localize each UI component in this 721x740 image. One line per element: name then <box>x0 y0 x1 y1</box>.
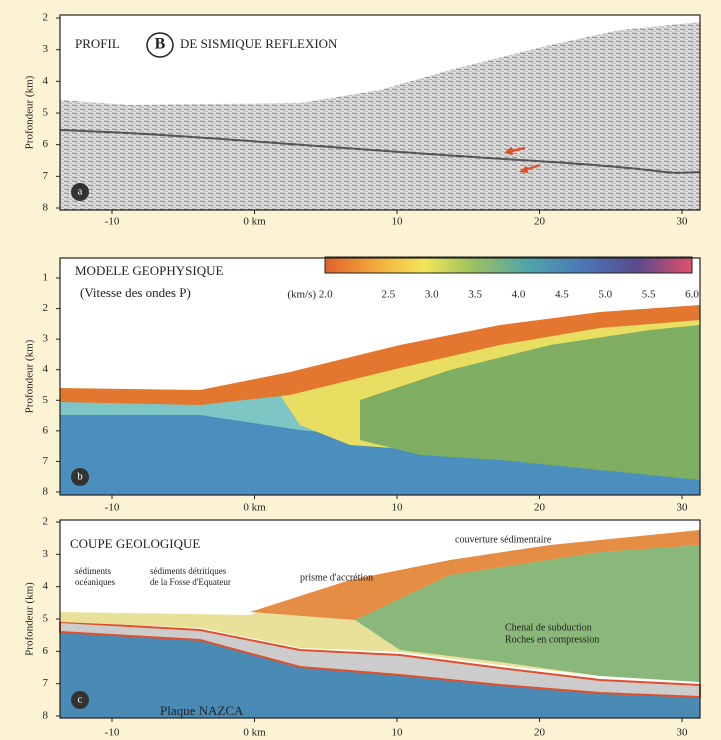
y-tick-label: 8 <box>43 202 49 214</box>
annotation: Roches en compression <box>505 634 599 645</box>
colorbar-label: 4.0 <box>512 289 526 301</box>
colorbar-label: 2.5 <box>382 289 396 301</box>
y-tick-label: 8 <box>43 710 49 722</box>
annotation: Chenal de subduction <box>505 622 592 633</box>
title: DE SISMIQUE REFLEXION <box>180 36 338 51</box>
profile-id: B <box>155 36 166 53</box>
colorbar <box>325 257 692 273</box>
x-tick-label: 30 <box>677 502 689 514</box>
y-tick-label: 6 <box>43 645 49 657</box>
title: COUPE GEOLOGIQUE <box>70 536 200 551</box>
y-tick-label: 5 <box>43 394 49 406</box>
x-tick-label: 20 <box>534 502 546 514</box>
y-axis-label: Profondeur (km) <box>24 75 36 149</box>
x-tick-label: 20 <box>534 727 546 739</box>
y-tick-label: 2 <box>43 12 49 24</box>
y-tick-label: 2 <box>43 302 49 314</box>
y-tick-label: 7 <box>43 170 49 182</box>
y-tick-label: 2 <box>43 516 49 528</box>
colorbar-label: 6.0 <box>685 289 699 301</box>
panel-letter: a <box>78 186 83 198</box>
colorbar-label: (km/s) 2.0 <box>287 289 333 301</box>
x-tick-label: -10 <box>105 727 120 739</box>
x-tick-label: 10 <box>392 727 404 739</box>
y-axis-label: Profondeur (km) <box>24 582 36 656</box>
x-tick-label: -10 <box>105 502 120 514</box>
figure: 2 3 4 5 6 7 8 -10 0 km 10 20 30 Profondeur (km) a PROF… <box>0 0 721 740</box>
y-tick-label: 1 <box>43 272 49 284</box>
title: MODELE GEOPHYSIQUE <box>75 263 223 278</box>
y-tick-label: 7 <box>43 677 49 689</box>
title: PROFIL <box>75 36 120 51</box>
subtitle: (Vitesse des ondes P) <box>80 285 191 300</box>
y-axis-label: Profondeur (km) <box>24 339 36 413</box>
annotation: prisme d'accrétion <box>300 572 373 583</box>
y-tick-label: 4 <box>43 75 49 87</box>
y-tick-label: 5 <box>43 613 49 625</box>
colorbar-label: 5.5 <box>642 289 656 301</box>
colorbar-label: 5.0 <box>598 289 612 301</box>
x-tick-label: 0 km <box>243 727 266 739</box>
x-tick-label: 30 <box>677 216 689 228</box>
y-tick-label: 4 <box>43 580 49 592</box>
x-tick-label: 30 <box>677 727 689 739</box>
x-tick-label: -10 <box>105 216 120 228</box>
panel-letter: c <box>78 694 83 706</box>
panel-letter: b <box>77 471 83 483</box>
y-tick-label: 4 <box>43 363 49 375</box>
x-tick-label: 20 <box>534 216 546 228</box>
y-tick-label: 3 <box>43 548 49 560</box>
x-tick-label: 10 <box>392 502 404 514</box>
annotation: Plaque NAZCA <box>160 703 244 718</box>
y-tick-label: 3 <box>43 43 49 55</box>
y-tick-label: 7 <box>43 455 49 467</box>
y-tick-label: 5 <box>43 107 49 119</box>
y-tick-label: 3 <box>43 333 49 345</box>
colorbar-label: 3.5 <box>468 289 482 301</box>
x-tick-label: 0 km <box>243 502 266 514</box>
colorbar-label: 4.5 <box>555 289 569 301</box>
annotation: couverture sédimentaire <box>455 534 552 545</box>
y-tick-label: 6 <box>43 138 49 150</box>
x-tick-label: 10 <box>392 216 404 228</box>
x-tick-label: 0 km <box>243 216 266 228</box>
y-tick-label: 6 <box>43 424 49 436</box>
colorbar-label: 3.0 <box>425 289 439 301</box>
y-tick-label: 8 <box>43 486 49 498</box>
